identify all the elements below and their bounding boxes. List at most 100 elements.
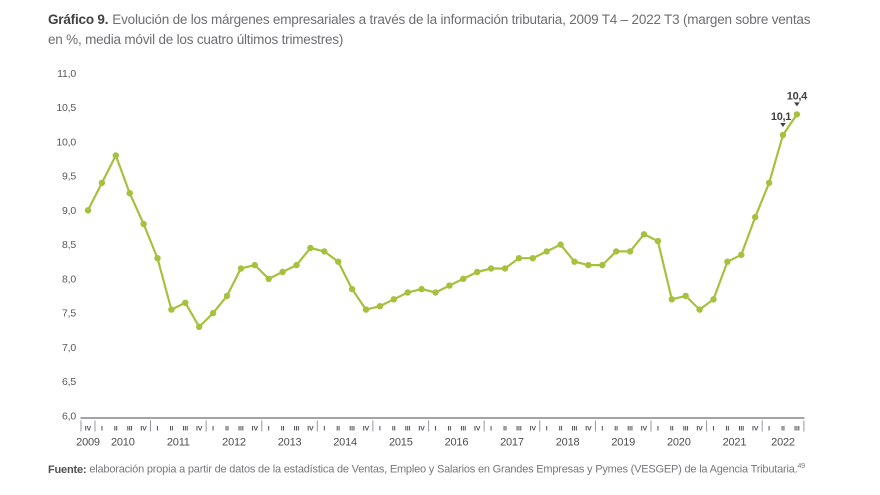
quarter-tick-label: III [238, 426, 244, 433]
annotation-label: 10,4 [787, 90, 808, 102]
data-point [237, 265, 245, 272]
footnote-number: 49 [797, 463, 806, 470]
data-point [599, 261, 606, 269]
quarter-tick-label: III [738, 426, 744, 433]
quarter-tick-label: III [294, 426, 300, 433]
quarter-tick-label: II [170, 426, 174, 433]
data-point [335, 258, 342, 265]
quarter-tick-label: II [281, 426, 285, 433]
source-note: Fuente: elaboración propia a partir de da… [48, 463, 848, 476]
quarter-tick-label: II [781, 426, 785, 433]
y-tick-label: 11,0 [57, 68, 76, 80]
quarter-tick-label: IV [530, 426, 537, 433]
quarter-tick-label: IV [418, 426, 425, 433]
annotation-arrow-icon [794, 102, 800, 107]
data-point [307, 244, 314, 252]
data-point [529, 255, 536, 262]
data-point [571, 258, 578, 265]
year-label: 2009 [76, 437, 100, 449]
chart-title: Gráfico 9. Evolución de los márgenes empr… [48, 10, 826, 51]
quarter-tick-label: I [268, 426, 270, 433]
quarter-tick-label: II [392, 426, 396, 433]
data-point [738, 251, 745, 258]
quarter-tick-label: IV [363, 426, 370, 433]
quarter-tick-label: I [490, 426, 492, 433]
data-point [362, 306, 370, 313]
quarter-tick-label: I [657, 426, 659, 433]
quarter-tick-label: II [336, 426, 340, 433]
quarter-tick-label: III [794, 426, 800, 433]
data-point [321, 248, 328, 255]
data-point [765, 179, 773, 187]
quarter-tick-label: I [601, 426, 603, 433]
y-tick-label: 6,0 [62, 410, 76, 422]
quarter-tick-label: IV [140, 426, 147, 433]
quarter-tick-label: III [627, 426, 633, 433]
quarter-tick-label: II [503, 426, 507, 433]
data-point [140, 220, 147, 228]
year-label: 2010 [111, 437, 135, 449]
y-tick-label: 9,5 [62, 171, 76, 183]
chart-title-text: Evolución de los márgenes empresariales … [48, 12, 811, 48]
data-point [696, 306, 703, 313]
data-point [196, 323, 203, 330]
quarter-tick-label: IV [585, 426, 592, 433]
data-point [793, 111, 801, 118]
quarter-tick-label: II [225, 426, 229, 433]
quarter-tick-label: III [683, 426, 689, 433]
quarter-tick-label: IV [696, 426, 703, 433]
year-label: 2011 [167, 437, 190, 449]
y-tick-label: 7,0 [62, 342, 76, 354]
data-point [432, 289, 439, 296]
data-point [223, 292, 231, 300]
annotation-label: 10,1 [771, 111, 791, 123]
quarter-tick-label: III [572, 426, 578, 433]
year-label: 2020 [667, 437, 691, 449]
quarter-tick-label: I [101, 426, 103, 433]
year-label: 2012 [222, 437, 246, 449]
quarter-tick-label: III [127, 426, 133, 433]
quarter-tick-label: III [460, 426, 466, 433]
year-label: 2019 [611, 437, 635, 449]
data-line [87, 113, 798, 328]
source-text: elaboración propia a partir de datos de … [89, 463, 798, 476]
quarter-tick-label: II [559, 426, 563, 433]
quarter-tick-label: I [157, 426, 159, 433]
data-point [154, 255, 161, 262]
data-point [112, 152, 120, 159]
data-point [251, 261, 258, 269]
data-point [126, 190, 133, 197]
y-tick-label: 7,5 [62, 308, 76, 320]
data-point [98, 179, 106, 187]
data-point [418, 285, 425, 293]
quarter-tick-label: I [212, 426, 214, 433]
data-point [501, 265, 509, 272]
source-label: Fuente: [48, 463, 87, 476]
data-point [668, 296, 675, 303]
quarter-tick-label: II [670, 426, 674, 433]
quarter-tick-label: I [713, 426, 715, 433]
data-point [168, 306, 175, 313]
year-label: 2016 [445, 437, 469, 449]
data-point [84, 207, 92, 214]
data-point [390, 296, 397, 303]
y-tick-label: 10,0 [56, 136, 76, 148]
data-point [460, 275, 467, 282]
quarter-tick-label: IV [641, 426, 648, 433]
year-label: 2015 [389, 437, 413, 449]
quarter-tick-label: I [379, 426, 381, 433]
year-label: 2018 [556, 437, 580, 449]
year-label: 2014 [333, 437, 357, 449]
data-point [557, 241, 564, 248]
quarter-tick-label: II [448, 426, 452, 433]
y-tick-label: 9,0 [62, 205, 76, 217]
quarter-tick-label: I [323, 426, 325, 433]
quarter-tick-label: III [405, 426, 411, 433]
y-tick-label: 6,5 [62, 376, 76, 388]
quarter-tick-label: III [516, 426, 522, 433]
data-point [293, 261, 300, 269]
data-point [446, 282, 453, 289]
data-point [404, 289, 411, 296]
quarter-tick-label: IV [196, 426, 203, 433]
